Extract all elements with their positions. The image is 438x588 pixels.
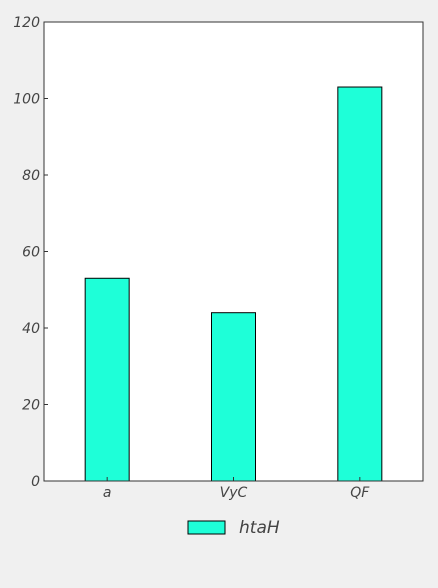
y-tick-label: 0 [31,474,40,490]
y-tick-label: 40 [22,321,40,337]
y-tick-label: 20 [22,398,40,414]
y-tick-label: 120 [13,15,40,31]
bar-QF [337,86,383,482]
bar-VyC [211,312,256,482]
legend-label: htaH [239,518,280,538]
x-tick-label: QF [350,485,370,501]
bars-layer [84,86,383,482]
y-tick-label: 60 [22,245,40,261]
x-tick-label: a [103,485,112,501]
bar-a [84,277,130,482]
x-axis: a VyC QF [103,477,370,501]
y-tick-label: 80 [22,168,40,184]
legend-swatch [187,520,226,535]
y-axis: 0 20 40 60 80 100 120 [13,15,48,490]
legend: htaH [187,518,280,538]
y-tick-label: 100 [13,92,40,108]
x-tick-label: VyC [220,485,248,501]
